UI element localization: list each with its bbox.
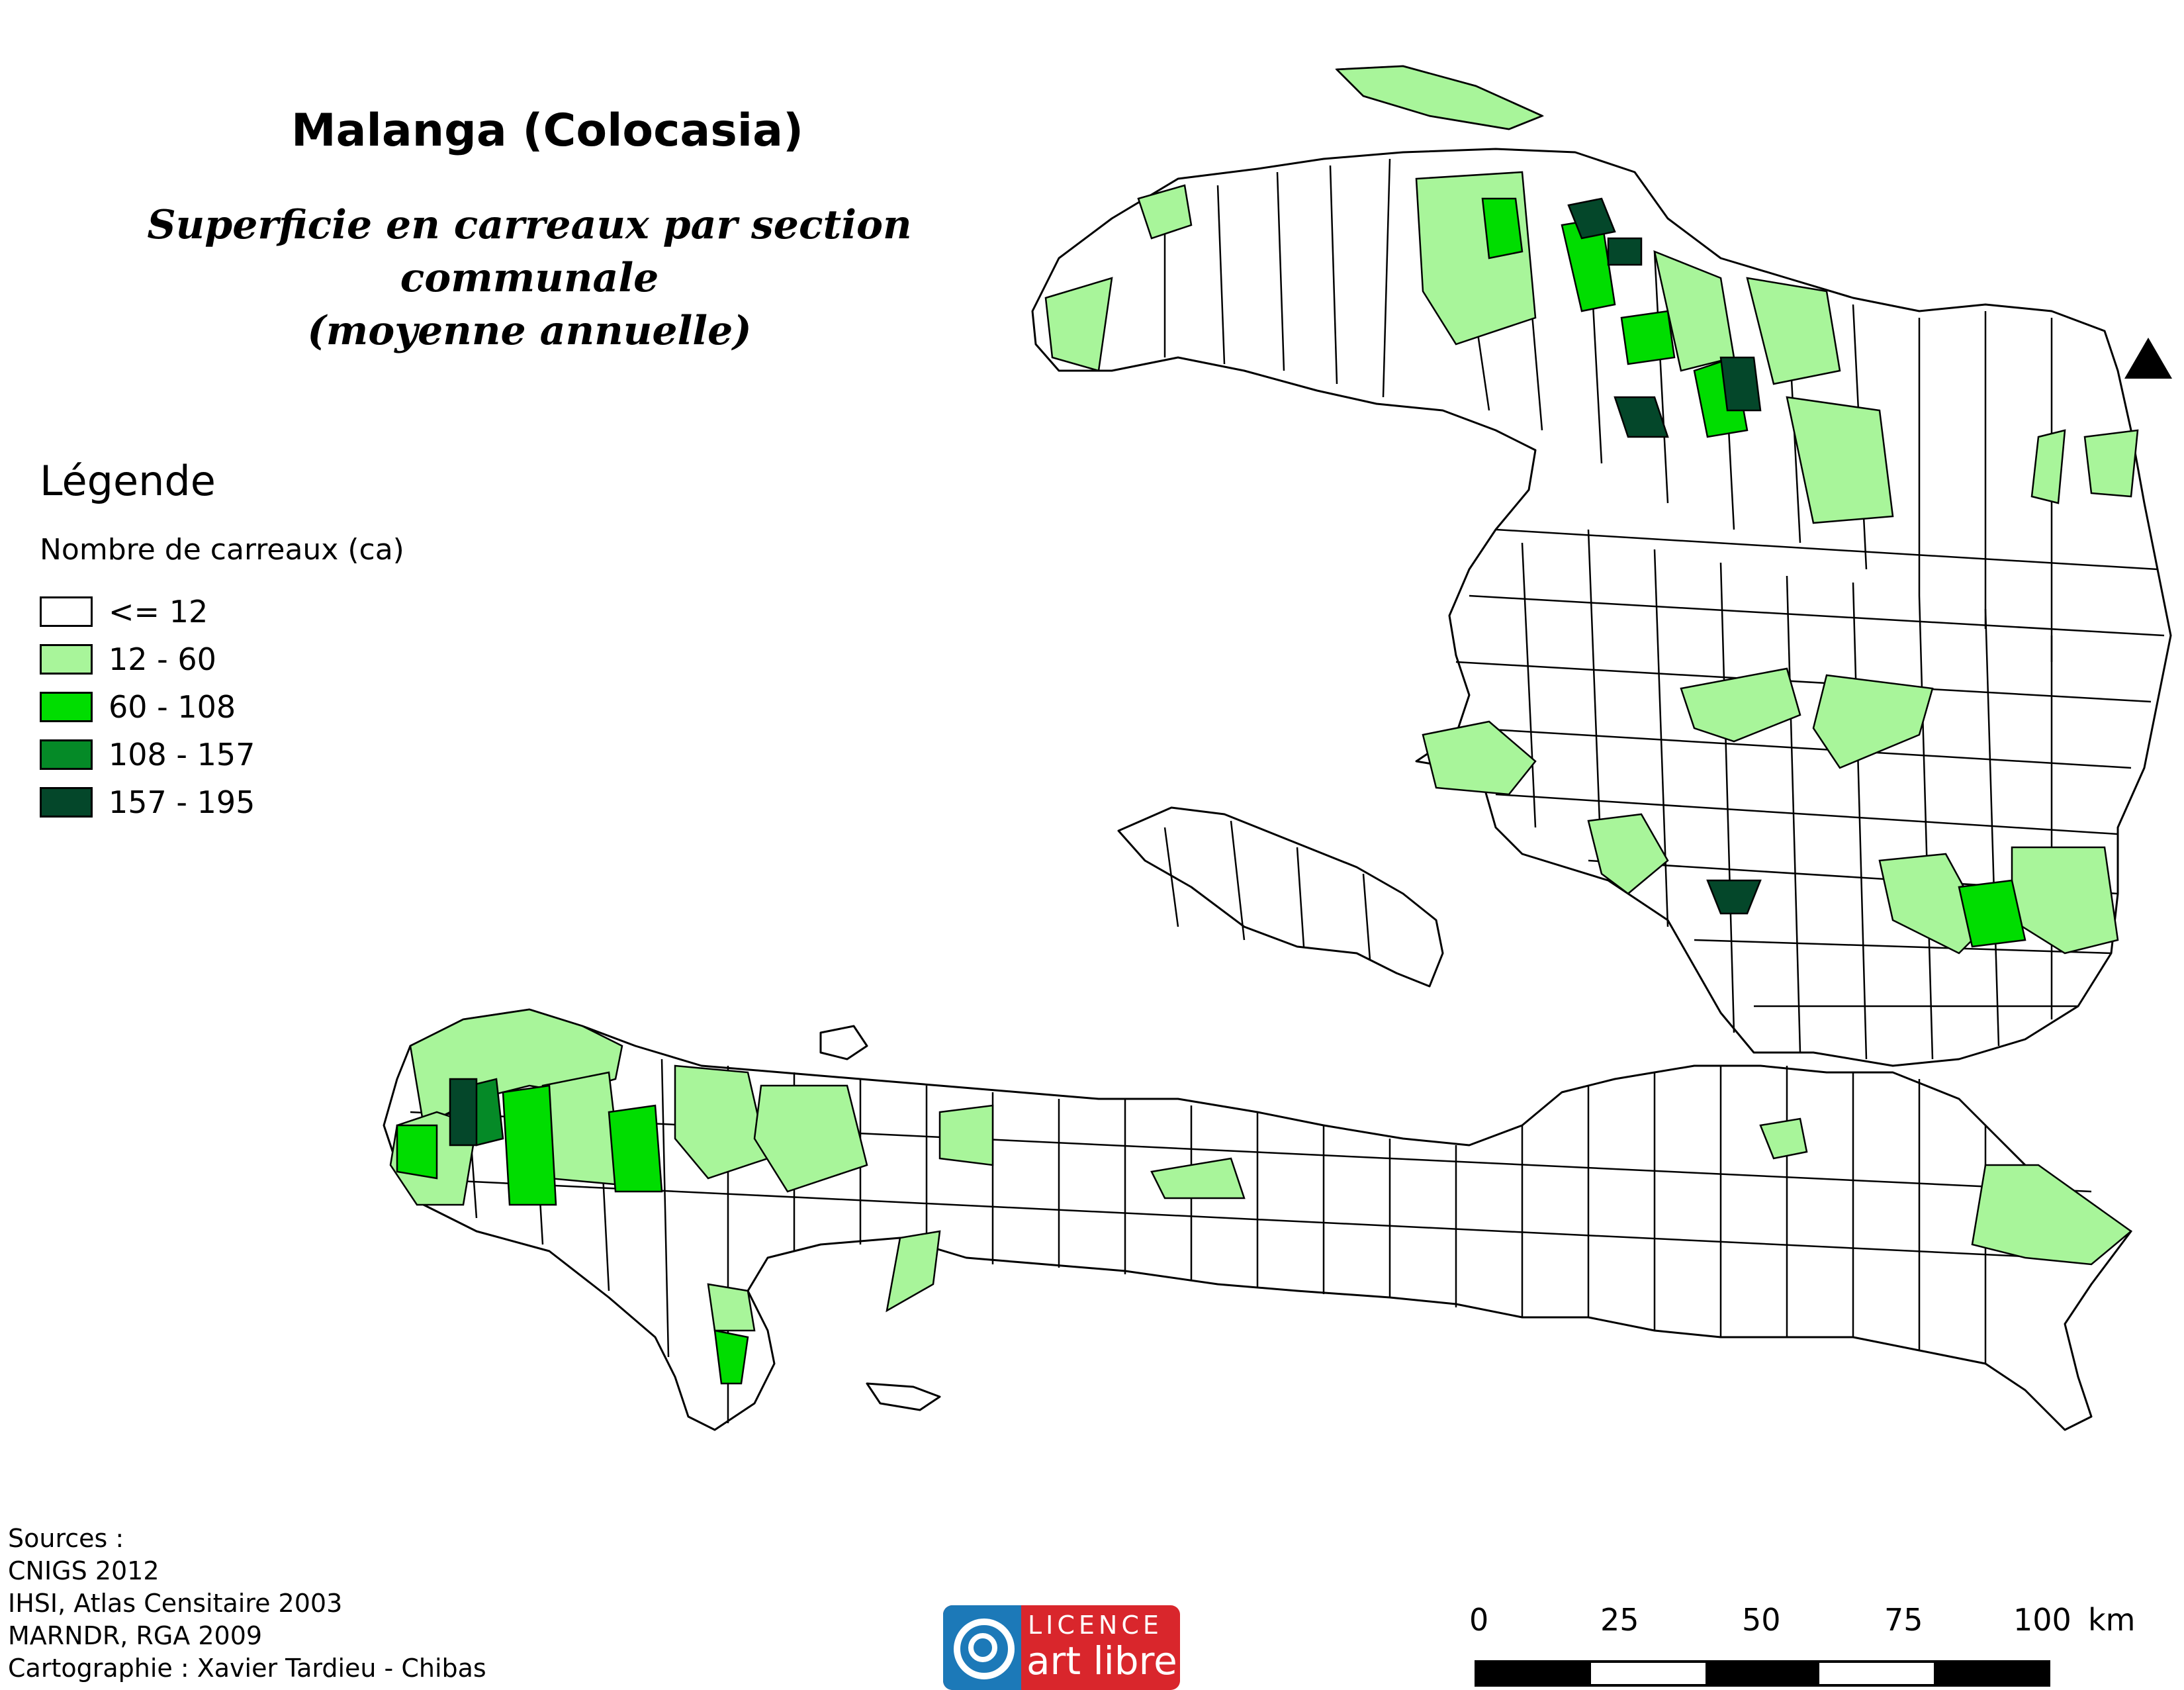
sources-heading: Sources : bbox=[8, 1524, 124, 1553]
legend: <= 12 12 - 60 60 - 108 108 - 157 157 - 1… bbox=[40, 588, 255, 826]
map-subtitle: Superficie en carreaux par section commu… bbox=[53, 199, 1006, 357]
licence-art-libre-logo: LICENCE art libre bbox=[943, 1605, 1180, 1690]
legend-label: 60 - 108 bbox=[109, 689, 236, 725]
region-north bbox=[1031, 148, 2172, 1067]
legend-item: 12 - 60 bbox=[40, 635, 255, 683]
island-cayemites bbox=[819, 1025, 868, 1060]
legend-subheading: Nombre de carreaux (ca) bbox=[40, 533, 404, 567]
legend-swatch bbox=[40, 787, 93, 818]
credit-line: Cartographie : Xavier Tardieu - Chibas bbox=[8, 1654, 486, 1683]
legend-label: 108 - 157 bbox=[109, 737, 255, 773]
scale-tick-label: 100 bbox=[2013, 1602, 2071, 1638]
licence-top-text: LICENCE bbox=[1028, 1611, 1163, 1640]
legend-heading: Légende bbox=[40, 457, 216, 505]
legend-swatch bbox=[40, 739, 93, 770]
legend-label: <= 12 bbox=[109, 594, 208, 630]
legend-item: 108 - 157 bbox=[40, 731, 255, 778]
scale-bar: 0 25 50 75 100 km bbox=[1456, 1602, 2135, 1687]
source-line: CNIGS 2012 bbox=[8, 1556, 159, 1585]
scale-tick-label: 25 bbox=[1600, 1602, 1639, 1638]
legend-swatch bbox=[40, 692, 93, 722]
scale-tick-label: 0 bbox=[1469, 1602, 1489, 1638]
legend-label: 157 - 195 bbox=[109, 784, 255, 820]
subtitle-line-1: Superficie en carreaux par section commu… bbox=[147, 202, 912, 301]
scale-bar-graphic bbox=[1475, 1660, 2050, 1687]
legend-label: 12 - 60 bbox=[109, 641, 216, 677]
source-line: IHSI, Atlas Censitaire 2003 bbox=[8, 1589, 343, 1618]
legend-item: <= 12 bbox=[40, 588, 255, 635]
scale-tick-label: 50 bbox=[1742, 1602, 1781, 1638]
north-arrow-icon bbox=[2124, 338, 2172, 379]
licence-bottom-text: art libre bbox=[1026, 1638, 1177, 1683]
legend-item: 157 - 195 bbox=[40, 778, 255, 826]
scale-tick-label: 75 bbox=[1884, 1602, 1923, 1638]
island-vache bbox=[866, 1382, 941, 1411]
source-line: MARNDR, RGA 2009 bbox=[8, 1621, 263, 1650]
scale-unit: km bbox=[2088, 1602, 2136, 1638]
subtitle-line-2: (moyenne annuelle) bbox=[307, 308, 752, 354]
legend-item: 60 - 108 bbox=[40, 683, 255, 731]
legend-swatch bbox=[40, 644, 93, 675]
map-title: Malanga (Colocasia) bbox=[291, 105, 804, 157]
sources: Sources : CNIGS 2012 IHSI, Atlas Censita… bbox=[8, 1523, 486, 1685]
licence-ring-icon bbox=[954, 1619, 1015, 1679]
island-gonave bbox=[1117, 806, 1444, 988]
licence-inner-ring-icon bbox=[968, 1633, 997, 1662]
legend-swatch bbox=[40, 596, 93, 627]
